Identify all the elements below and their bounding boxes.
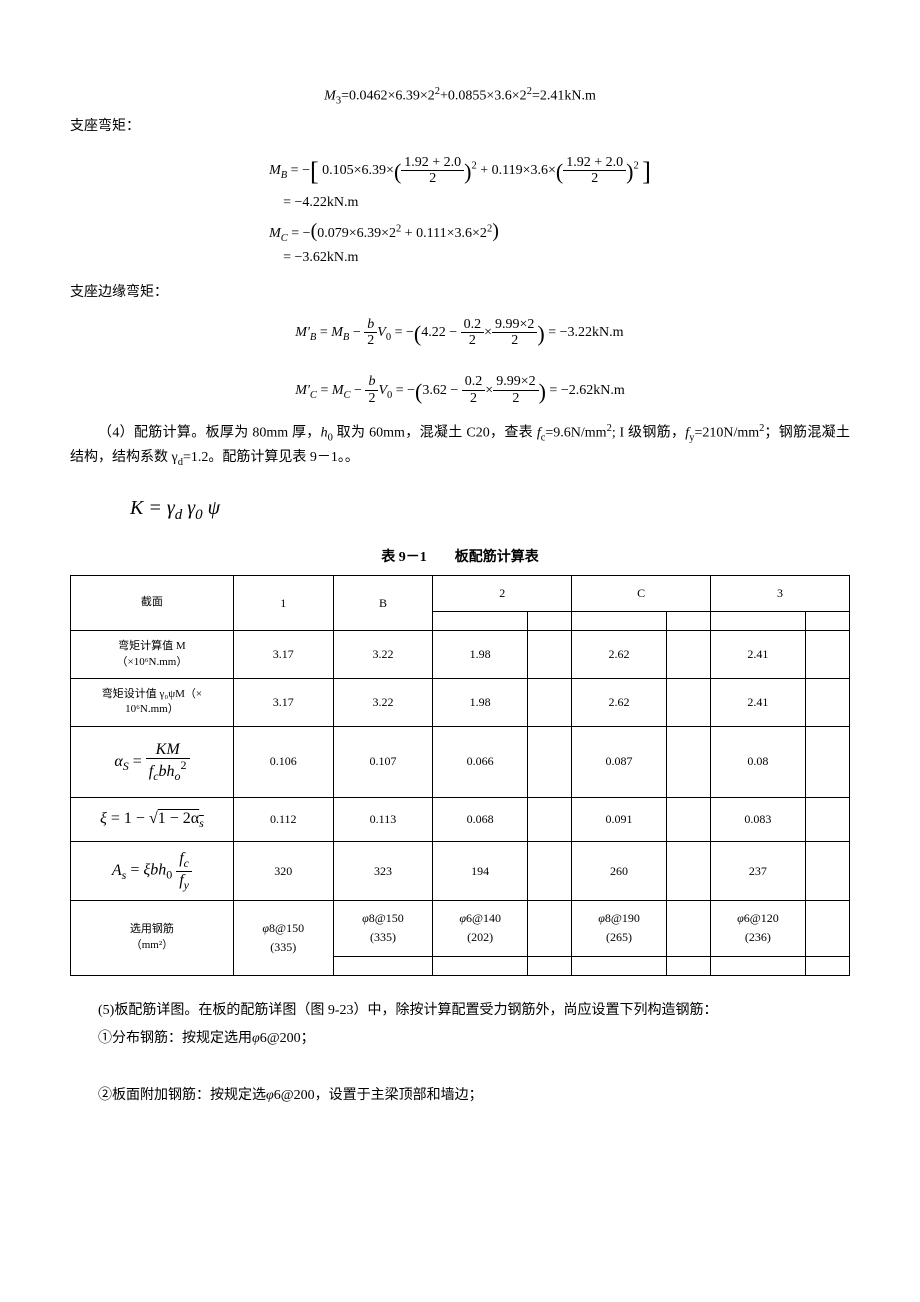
equation-mb: MB = −[ 0.105×6.39×(1.92 + 2.02)2 + 0.11…: [70, 145, 850, 276]
table-row: 弯矩计算值 M（×10⁶N.mm） 3.17 3.22 1.98 2.62 2.…: [71, 631, 850, 679]
row-label-design-m: 弯矩设计值 γ₀ψM（×10⁶N.mm）: [71, 678, 234, 726]
table-row: 弯矩设计值 γ₀ψM（×10⁶N.mm） 3.17 3.22 1.98 2.62…: [71, 678, 850, 726]
table-title: 表 9－1 板配筋计算表: [70, 547, 850, 569]
label-support-moment: 支座弯矩：: [70, 116, 850, 138]
reinforcement-table: 截面 1 B 2 C 3 弯矩计算值 M（×10⁶N.mm） 3.17 3.22…: [70, 575, 850, 976]
table-row: ξ = 1 − √1 − 2αs 0.112 0.113 0.068 0.091…: [71, 798, 850, 842]
paragraph-4: （4）配筋计算。板厚为 80mm 厚，h0 取为 60mm，混凝土 C20，查表…: [70, 421, 850, 472]
row-label-as: As = ξbh0 fcfy: [71, 842, 234, 901]
table-row: αS = KMfcbho2 0.106 0.107 0.066 0.087 0.…: [71, 726, 850, 797]
equation-m3: M3=0.0462×6.39×22+0.0855×3.6×22=2.41kN.m: [70, 84, 850, 110]
row-label-selected: 选用钢筋（mm²）: [71, 901, 234, 975]
table-row: As = ξbh0 fcfy 320 323 194 260 237: [71, 842, 850, 901]
header-b: B: [333, 576, 433, 631]
paragraph-5-2: ②板面附加钢筋：按规定选φ6@200，设置于主梁顶部和墙边；: [70, 1085, 850, 1107]
cell-bar-2: φ6@140(202): [433, 901, 528, 956]
header-section: 截面: [71, 576, 234, 631]
paragraph-5: (5)板配筋详图。在板的配筋详图（图 9-23）中，除按计算配置受力钢筋外，尚应…: [70, 1000, 850, 1022]
row-label-xi: ξ = 1 − √1 − 2αs: [71, 798, 234, 842]
formula-k: K = γd γ0 ψ: [130, 492, 850, 527]
table-row: 选用钢筋（mm²） φ8@150(335) φ8@150(335) φ6@140…: [71, 901, 850, 956]
header-3: 3: [711, 576, 850, 612]
equation-mb-prime: M'B = MB − b2V0 = −(4.22 − 0.22×9.99×22)…: [70, 310, 850, 415]
cell-bar-c: φ8@190(265): [572, 901, 667, 956]
label-edge-moment: 支座边缘弯矩：: [70, 282, 850, 304]
row-label-m: 弯矩计算值 M（×10⁶N.mm）: [71, 631, 234, 679]
row-label-alpha: αS = KMfcbho2: [71, 726, 234, 797]
header-2: 2: [433, 576, 572, 612]
header-1: 1: [233, 576, 333, 631]
header-c: C: [572, 576, 711, 612]
cell-bar-3: φ6@120(236): [711, 901, 806, 956]
cell-bar-1: φ8@150(335): [233, 901, 333, 975]
cell-bar-b: φ8@150(335): [333, 901, 433, 956]
table-header-row: 截面 1 B 2 C 3: [71, 576, 850, 612]
paragraph-5-1: ①分布钢筋：按规定选用φ6@200；: [70, 1028, 850, 1050]
